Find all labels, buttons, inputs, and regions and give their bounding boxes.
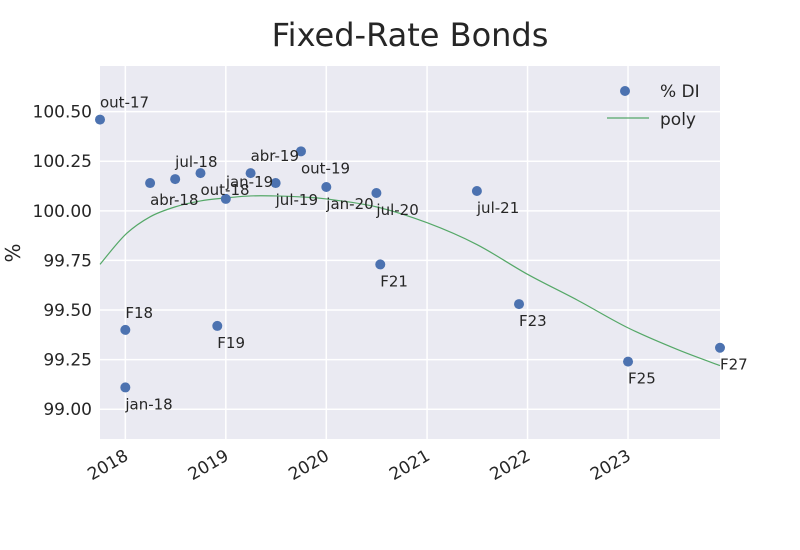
point-label: jan-20	[325, 195, 373, 213]
chart-title: Fixed-Rate Bonds	[272, 16, 549, 54]
scatter-point	[195, 168, 206, 179]
scatter-point	[170, 174, 181, 185]
x-tick-label: 2019	[185, 446, 232, 485]
scatter-point	[715, 342, 725, 353]
poly-line-layer	[99, 195, 721, 367]
scatter-point	[321, 182, 332, 193]
x-tick-label: 2023	[587, 446, 634, 485]
point-label: abr-18	[150, 191, 198, 209]
y-tick-label: 100.50	[33, 103, 92, 123]
scatter-point	[145, 178, 156, 189]
x-tick-label: 2022	[487, 446, 534, 485]
scatter-point	[295, 146, 306, 157]
scatter-point	[471, 185, 482, 196]
point-label: out-17	[100, 94, 149, 112]
y-tick-label: 100.00	[33, 202, 92, 222]
point-label: abr-19	[251, 147, 299, 165]
y-tick-label: 99.75	[43, 251, 92, 271]
x-tick-label: 2020	[285, 446, 332, 485]
point-label: jan-19	[225, 173, 273, 191]
scatter-point	[371, 187, 382, 198]
point-label: F27	[720, 356, 748, 374]
scatter-point	[212, 320, 223, 331]
legend-marker-di	[620, 86, 630, 96]
point-label: out-18	[200, 181, 249, 199]
scatter-point	[120, 382, 131, 393]
point-label: jul-21	[476, 199, 519, 217]
plot-area	[100, 66, 720, 439]
point-label: out-19	[301, 159, 350, 177]
point-labels-layer: out-17 jan-18 F18 abr-18 jul-18 out-18 F19 jan-…	[100, 94, 748, 414]
scatter-points-layer	[95, 114, 725, 393]
point-label: F18	[125, 304, 153, 322]
x-tick-label: 2018	[84, 446, 131, 485]
point-label: F23	[519, 312, 547, 330]
scatter-point	[375, 259, 386, 270]
scatter-point	[245, 168, 256, 179]
scatter-point	[270, 178, 281, 189]
point-label: jul-18	[174, 153, 217, 171]
point-label: jul-19	[275, 191, 318, 209]
scatter-point	[95, 114, 105, 125]
y-tick-label: 99.25	[43, 351, 92, 371]
grid-lines	[100, 66, 720, 439]
scatter-point	[514, 299, 525, 310]
legend: % DI poly	[607, 82, 700, 130]
point-label: F21	[380, 272, 408, 290]
legend-label-di: % DI	[660, 82, 700, 102]
y-tick-label: 99.00	[43, 400, 92, 420]
scatter-point	[220, 193, 231, 204]
point-label: F25	[628, 370, 656, 388]
scatter-point	[120, 324, 131, 335]
y-axis-label: %	[1, 243, 25, 262]
point-label: jan-18	[124, 395, 172, 413]
point-label: jul-20	[375, 201, 418, 219]
legend-label-poly: poly	[660, 110, 696, 130]
scatter-point	[623, 356, 634, 367]
x-tick-label: 2021	[386, 446, 433, 485]
y-tick-label: 99.50	[43, 301, 92, 321]
y-tick-label: 100.25	[33, 152, 92, 172]
poly-line	[99, 195, 721, 367]
point-label: F19	[217, 334, 245, 352]
